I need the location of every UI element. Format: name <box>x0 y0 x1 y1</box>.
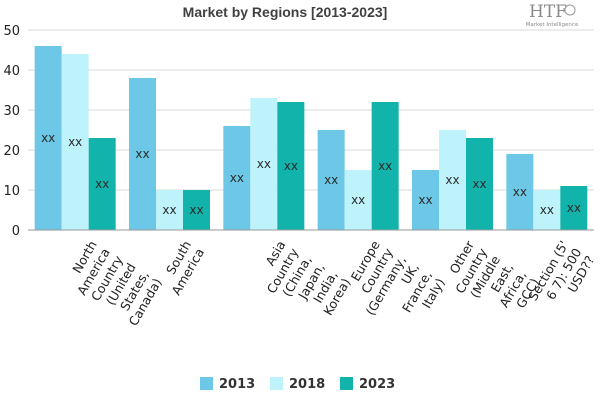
x-category-label: SouthAmerica <box>155 238 207 298</box>
data-label: xx <box>445 173 459 187</box>
bar-2018-6 <box>533 190 561 230</box>
y-axis-ticks: 0 10 20 30 40 50 <box>3 24 20 239</box>
bar-2023-5 <box>466 138 493 230</box>
y-tick-label: 10 <box>3 184 20 199</box>
logo-text: HTF <box>529 2 567 22</box>
bar-2023-6 <box>560 186 588 230</box>
svg-text:Section (5'6 7): 500USD??: Section (5'6 7): 500USD?? <box>525 238 597 318</box>
bar-2013-2 <box>129 78 156 230</box>
gridlines <box>28 29 594 191</box>
svg-text:EuropeCountry(Germany,UK,Franc: EuropeCountry(Germany,UK,France,Italy) <box>337 237 448 340</box>
data-label: xx <box>189 203 203 217</box>
x-category-label: AsiaCountry(China,Japan,India,Korea) <box>251 237 354 326</box>
data-label: xx <box>284 159 298 173</box>
logo-subtitle: Market Intelligence <box>526 22 579 28</box>
bar-2013-3 <box>223 126 251 230</box>
legend: 2013 2018 2023 <box>200 377 395 392</box>
data-label: xx <box>351 193 365 207</box>
legend-swatch-2023 <box>340 377 353 390</box>
bars <box>34 46 588 230</box>
legend-swatch-2013 <box>200 377 213 390</box>
y-tick-label: 30 <box>3 104 20 119</box>
svg-text:OtherCountry(MiddleEast,Africa: OtherCountry(MiddleEast,Africa,GCC) <box>439 237 542 326</box>
legend-label: 2023 <box>359 377 395 392</box>
globe-icon <box>564 4 576 16</box>
chart-title: Market by Regions [2013-2023] <box>183 4 388 20</box>
data-label: xx <box>230 171 244 185</box>
svg-text:SouthAmerica: SouthAmerica <box>155 238 207 298</box>
bar-2018-4 <box>344 170 372 230</box>
bar-2018-1 <box>61 54 89 230</box>
data-label: xx <box>418 193 432 207</box>
data-label: xx <box>378 159 392 173</box>
x-category-label: EuropeCountry(Germany,UK,France,Italy) <box>337 237 448 340</box>
y-tick-label: 0 <box>12 224 20 239</box>
x-category-label: Section (5'6 7): 500USD?? <box>525 238 597 318</box>
legend-label: 2018 <box>289 377 325 392</box>
svg-text:NorthAmericaCountry(UnitedStat: NorthAmericaCountry(UnitedStates,Canada) <box>61 237 165 328</box>
data-label: xx <box>162 203 176 217</box>
bar-2023-4 <box>371 102 399 230</box>
x-category-label: OtherCountry(MiddleEast,Africa,GCC) <box>439 237 542 326</box>
data-label: xx <box>41 131 55 145</box>
category-labels: NorthAmericaCountry(UnitedStates,Canada)… <box>61 237 597 340</box>
bar-2023-2 <box>183 190 210 230</box>
legend-label: 2013 <box>219 377 255 392</box>
bar-2013-4 <box>317 130 345 230</box>
data-label: xx <box>513 185 527 199</box>
data-label: xx <box>540 203 554 217</box>
svg-text:AsiaCountry(China,Japan,India,: AsiaCountry(China,Japan,India,Korea) <box>251 237 354 326</box>
data-label: xx <box>68 135 82 149</box>
y-tick-label: 20 <box>3 144 20 159</box>
bar-2018-5 <box>439 130 466 230</box>
data-label: xx <box>472 177 486 191</box>
data-label: xx <box>135 147 149 161</box>
bar-2013-1 <box>34 46 62 230</box>
y-tick-label: 50 <box>3 24 20 39</box>
bar-2023-1 <box>88 138 116 230</box>
bar-2018-2 <box>156 190 183 230</box>
bar-2013-5 <box>412 170 439 230</box>
data-label: xx <box>95 177 109 191</box>
x-category-label: NorthAmericaCountry(UnitedStates,Canada) <box>61 237 165 328</box>
bar-2018-3 <box>250 98 278 230</box>
legend-swatch-2018 <box>270 377 283 390</box>
bar-2013-6 <box>506 154 534 230</box>
data-label: xx <box>257 157 271 171</box>
data-label: xx <box>567 201 581 215</box>
y-tick-label: 40 <box>3 64 20 79</box>
brand-logo: HTF Market Intelligence <box>526 2 579 28</box>
bar-2023-3 <box>277 102 305 230</box>
data-label: xx <box>324 173 338 187</box>
